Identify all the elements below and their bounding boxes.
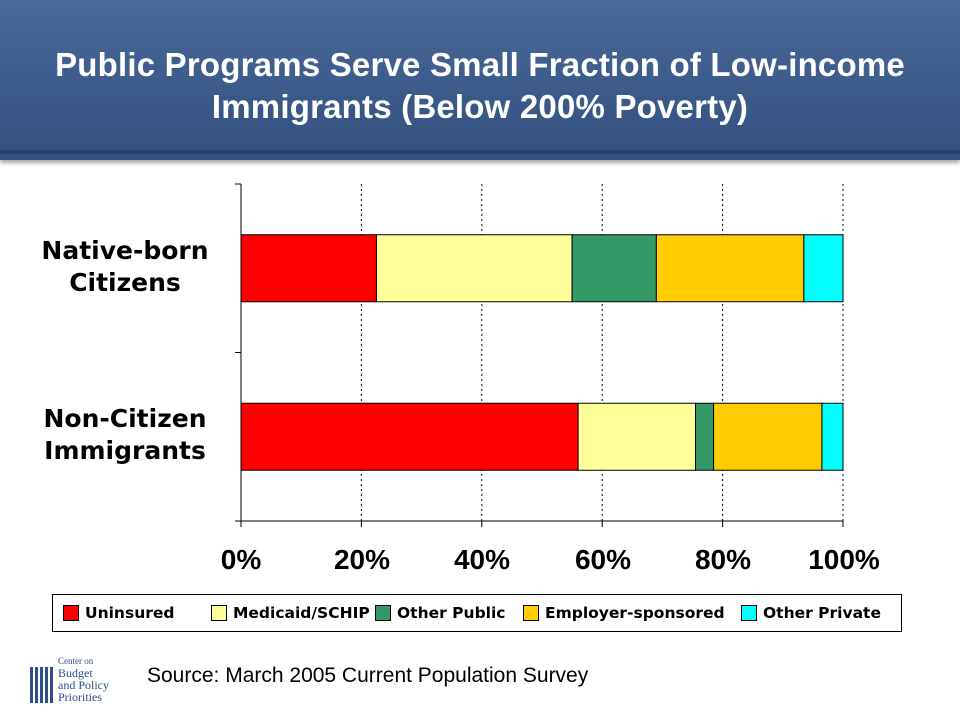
x-tick-label-40: 40% xyxy=(453,544,511,575)
legend-label-uninsured: Uninsured xyxy=(85,604,175,622)
source-note: Source: March 2005 Current Population Su… xyxy=(147,664,589,687)
legend-label-employer: Employer-sponsored xyxy=(545,604,725,622)
bar-segment xyxy=(240,234,377,303)
cbpp-logo: Center on Budget and Policy Priorities xyxy=(30,655,120,705)
x-tick-label-60: 60% xyxy=(574,544,632,575)
legend-swatch-employer xyxy=(523,605,539,621)
legend-swatch-other-private xyxy=(741,605,757,621)
legend-item-other-public: Other Public xyxy=(375,595,505,631)
bar-segment xyxy=(240,402,579,471)
bar-segment xyxy=(713,402,823,471)
title-banner-underline xyxy=(0,150,960,154)
chart-legend: Uninsured Medicaid/SCHIP Other Public Em… xyxy=(52,594,902,632)
x-tick-label-80: 80% xyxy=(694,544,752,575)
legend-label-other-private: Other Private xyxy=(763,604,881,622)
legend-item-employer: Employer-sponsored xyxy=(523,595,725,631)
legend-item-medicaid: Medicaid/SCHIP xyxy=(211,595,370,631)
logo-wordmark: Center on Budget and Policy Priorities xyxy=(58,656,109,704)
x-tick-label-0: 0% xyxy=(220,544,262,575)
legend-swatch-other-public xyxy=(375,605,391,621)
category-label-native: Native-born Citizens xyxy=(41,236,209,297)
legend-label-other-public: Other Public xyxy=(397,604,506,622)
bar-segment xyxy=(655,234,805,303)
bar-segment xyxy=(375,234,573,303)
bar-segment xyxy=(695,402,715,471)
bar-segment xyxy=(821,402,844,471)
bar-segment xyxy=(571,234,657,303)
bar-segment xyxy=(803,234,844,303)
legend-swatch-uninsured xyxy=(63,605,79,621)
category-label-noncitizen: Non-Citizen Immigrants xyxy=(43,404,207,465)
x-tick-label-100: 100% xyxy=(808,544,880,575)
slide-title: Public Programs Serve Small Fraction of … xyxy=(55,46,905,125)
logo-building-icon xyxy=(30,667,54,703)
title-banner xyxy=(0,0,960,160)
x-tick-label-20: 20% xyxy=(333,544,391,575)
legend-label-medicaid: Medicaid/SCHIP xyxy=(233,604,370,622)
legend-item-uninsured: Uninsured xyxy=(63,595,174,631)
bar-segment xyxy=(577,402,697,471)
legend-item-other-private: Other Private xyxy=(741,595,881,631)
legend-swatch-medicaid xyxy=(211,605,227,621)
